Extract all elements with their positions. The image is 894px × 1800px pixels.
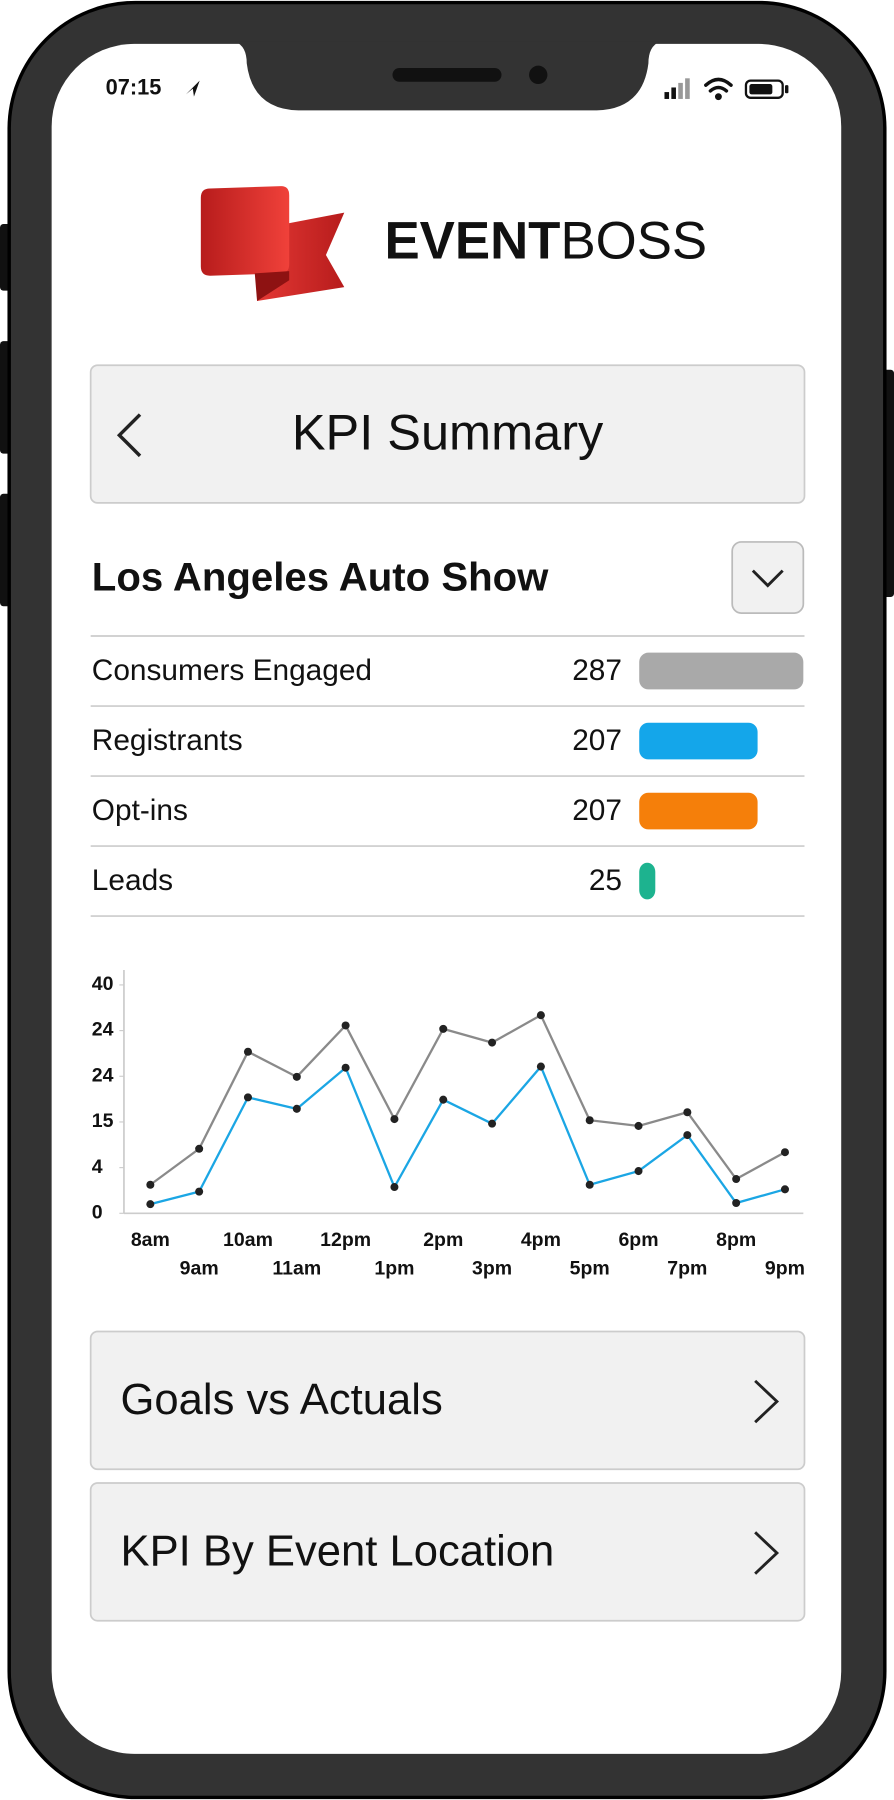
series-line — [149, 1013, 786, 1186]
logo-mark — [200, 186, 345, 301]
data-point — [634, 1121, 643, 1130]
y-tick-label: 24 — [92, 1019, 114, 1041]
wifi-icon — [704, 77, 733, 101]
dropdown-chevron — [751, 569, 784, 588]
x-tick-label: 6pm — [618, 1229, 658, 1251]
kpi-value: 207 — [572, 794, 622, 827]
battery-icon — [744, 79, 784, 99]
x-tick-label: 8pm — [716, 1229, 756, 1251]
event-name: Los Angeles Auto Show — [92, 554, 549, 599]
kpi-value: 25 — [589, 864, 622, 897]
kpi-label: Consumers Engaged — [92, 654, 372, 687]
data-point — [146, 1180, 155, 1189]
data-point — [585, 1180, 594, 1189]
data-point — [195, 1144, 204, 1153]
link-label: Goals vs Actuals — [121, 1376, 443, 1424]
kpi-label: Registrants — [92, 724, 243, 757]
battery-level — [749, 84, 773, 95]
data-point — [536, 1062, 545, 1071]
battery-tip — [784, 85, 789, 94]
x-tick-label: 4pm — [521, 1229, 561, 1251]
x-tick-label: 8am — [131, 1229, 170, 1251]
data-point — [488, 1119, 497, 1128]
x-tick-label: 3pm — [472, 1258, 512, 1280]
header-title: KPI Summary — [292, 404, 604, 461]
data-point — [341, 1021, 350, 1030]
data-point — [292, 1104, 301, 1113]
series-line — [150, 1064, 786, 1206]
data-point — [634, 1167, 643, 1176]
y-tick-label: 40 — [92, 973, 114, 995]
data-point — [732, 1175, 741, 1184]
kpi-label: Opt-ins — [92, 794, 188, 827]
data-point — [536, 1011, 545, 1020]
kpi-bar — [639, 652, 804, 690]
data-point — [390, 1115, 399, 1124]
logo-bold: EVENT — [384, 212, 560, 271]
logo-light: BOSS — [560, 212, 707, 271]
x-tick-label: 7pm — [667, 1258, 707, 1280]
kpi-bar — [639, 722, 758, 760]
x-tick-label: 9am — [180, 1258, 219, 1280]
link-chevron — [754, 1379, 780, 1424]
link-button[interactable] — [89, 1482, 806, 1622]
y-tick-label: 0 — [92, 1201, 103, 1223]
data-point — [292, 1072, 301, 1081]
x-tick-label: 5pm — [570, 1258, 610, 1280]
data-point — [439, 1024, 448, 1033]
data-point — [146, 1200, 155, 1209]
data-point — [390, 1183, 399, 1192]
kpi-label: Leads — [92, 864, 173, 897]
x-tick-label: 1pm — [374, 1258, 414, 1280]
camera — [529, 65, 548, 85]
x-tick-label: 2pm — [423, 1229, 463, 1251]
link-label: KPI By Event Location — [121, 1528, 555, 1576]
data-point — [439, 1095, 448, 1104]
kpi-list: Consumers Engaged 287 Registrants 207 Opt-in… — [90, 635, 805, 917]
link-chevron — [754, 1531, 780, 1575]
data-point — [780, 1148, 789, 1157]
y-tick-label: 24 — [92, 1064, 114, 1086]
kpi-bar — [639, 862, 656, 900]
data-point — [243, 1093, 252, 1102]
data-point — [585, 1116, 594, 1125]
data-point — [488, 1038, 497, 1047]
kpi-value: 207 — [572, 724, 622, 757]
x-tick-label: 9pm — [765, 1258, 805, 1280]
data-point — [341, 1063, 350, 1072]
back-button[interactable] — [116, 413, 142, 458]
logo-text: EVENTBOSS — [384, 212, 707, 271]
x-tick-label: 10am — [223, 1229, 273, 1251]
status-time: 07:15 — [106, 74, 162, 99]
data-point — [683, 1108, 692, 1117]
data-point — [780, 1185, 789, 1194]
x-tick-label: 12pm — [320, 1229, 371, 1251]
y-tick-label: 4 — [92, 1156, 103, 1178]
data-point — [195, 1187, 204, 1196]
speaker — [392, 67, 502, 82]
header-bar — [89, 364, 806, 504]
data-point — [732, 1199, 741, 1208]
location-icon — [185, 80, 200, 97]
kpi-bar — [639, 792, 758, 830]
x-tick-label: 11am — [272, 1258, 321, 1280]
signal-icon — [664, 78, 690, 99]
link-button[interactable] — [89, 1330, 806, 1471]
data-point — [683, 1131, 692, 1140]
y-tick-label: 15 — [92, 1110, 114, 1132]
kpi-value: 287 — [572, 654, 622, 687]
data-point — [243, 1047, 252, 1056]
dropdown-button[interactable] — [731, 541, 805, 614]
